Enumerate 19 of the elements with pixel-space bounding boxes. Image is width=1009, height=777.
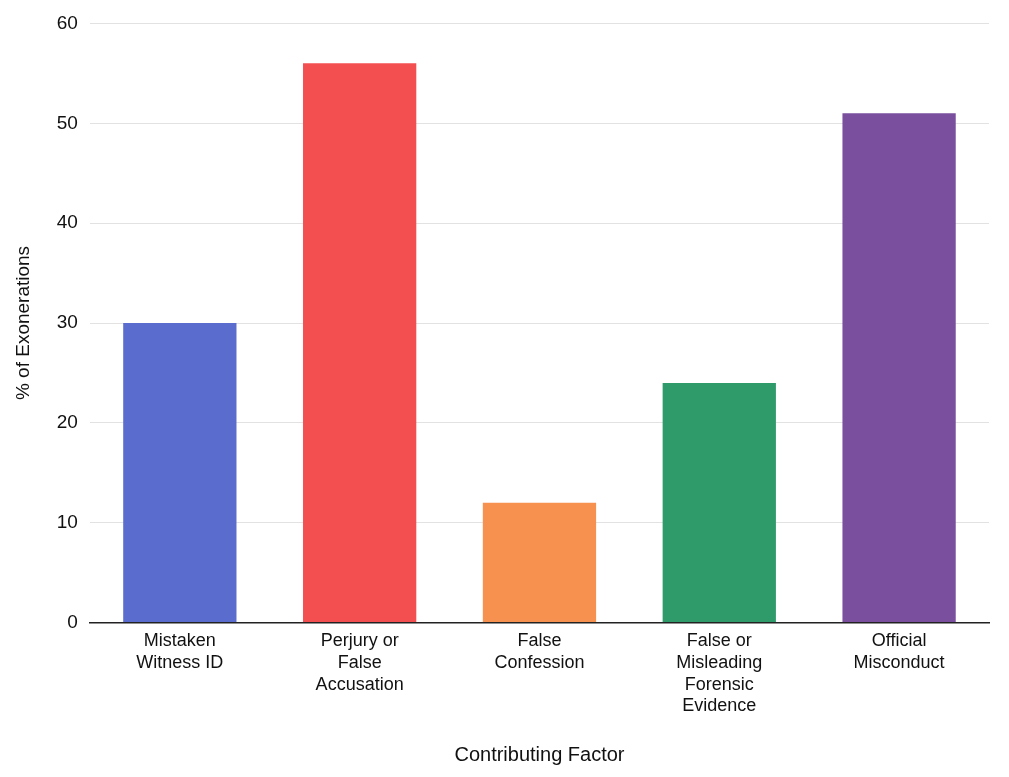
x-tick-label: Mistaken Witness ID (136, 630, 224, 672)
y-tick-label: 20 (56, 411, 78, 433)
y-tick-label: 40 (56, 211, 78, 233)
bar (482, 502, 597, 623)
x-tick-label: Perjury or False Accusation (315, 630, 404, 694)
bar (842, 113, 956, 623)
y-tick-label: 0 (67, 610, 78, 632)
y-axis-title: % of Exonerations (11, 245, 33, 401)
y-tick-label: 30 (56, 311, 78, 333)
y-tick-label: 10 (56, 510, 78, 532)
bar (123, 323, 237, 623)
x-axis-title: Contributing Factor (454, 742, 625, 765)
y-tick-label: 60 (56, 11, 78, 33)
x-tick-label: Official Misconduct (853, 630, 945, 672)
bar (662, 382, 776, 623)
x-tick-label: False or Misleading Forensic Evidence (676, 630, 763, 716)
y-tick-label: 50 (56, 111, 78, 133)
bar (303, 63, 417, 623)
x-tick-label: False Confession (494, 630, 585, 672)
